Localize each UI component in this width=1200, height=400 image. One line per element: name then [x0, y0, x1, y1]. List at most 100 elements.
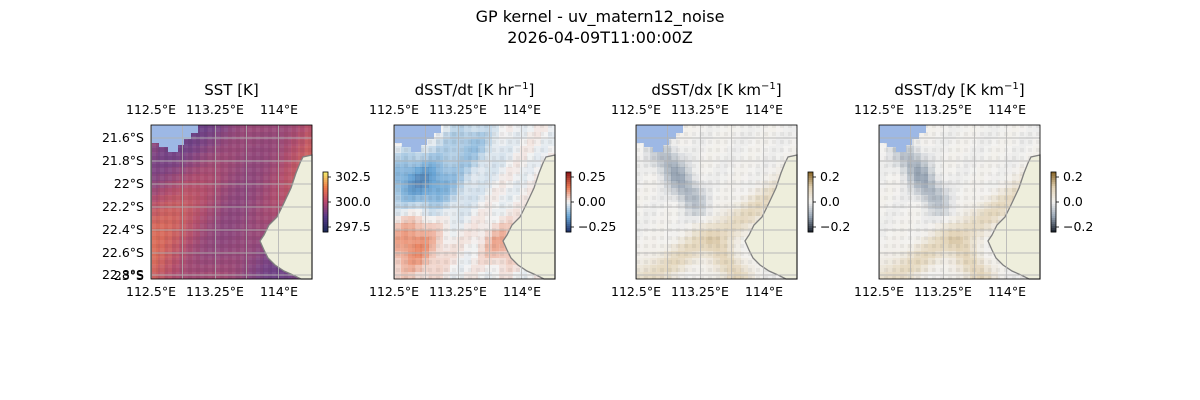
colorbar-segment: [1051, 214, 1056, 217]
panel-title: dSST/dy [K km−1]: [894, 81, 1024, 99]
colorbar-segment: [1051, 212, 1056, 215]
colorbar-tick-label: 0.0: [1063, 194, 1083, 209]
colorbar-segment: [566, 226, 571, 229]
colorbar-segment: [323, 218, 328, 221]
colorbar-segment: [566, 196, 571, 199]
x-tick-label-top: 113.25°E: [429, 102, 487, 117]
colorbar-tick-label: 297.5: [335, 219, 371, 234]
colorbar-segment: [808, 214, 813, 217]
colorbar-segment: [808, 172, 813, 175]
colorbar-segment: [323, 212, 328, 215]
colorbar-segment: [323, 204, 328, 207]
x-tick-label-top: 113.25°E: [914, 102, 972, 117]
colorbar-segment: [323, 206, 328, 209]
y-tick-label: 22.4°S: [102, 222, 144, 237]
colorbar-segment: [1051, 218, 1056, 221]
colorbar-segment: [566, 178, 571, 181]
x-tick-label-bottom: 114°E: [260, 284, 298, 299]
colorbar-segment: [808, 192, 813, 195]
no-data-mask: [879, 125, 926, 152]
axes-frame: [150, 124, 313, 280]
colorbar-segment: [323, 216, 328, 219]
colorbar-segment: [566, 208, 571, 211]
colorbar-tick-label: −0.2: [820, 219, 850, 234]
panel-title-text: dSST/dy [K km: [894, 81, 1004, 99]
colorbar-segment: [1051, 172, 1056, 175]
no-data-mask: [394, 125, 441, 152]
x-tick-label-top: 112.5°E: [126, 102, 176, 117]
panel-1: SST [K] 112.5°E 112.5°E 113.25°E 113.25°E 114…: [102, 81, 371, 299]
x-tick-label-top: 113.25°E: [671, 102, 729, 117]
colorbar-segment: [566, 214, 571, 217]
colorbar-segment: [808, 190, 813, 193]
axes-frame: [393, 124, 556, 280]
panel-2: dSST/dt [K hr−1] 112.5°E 112.5°E 113.25°E 11…: [369, 81, 616, 299]
colorbar-segment: [808, 230, 813, 233]
figure-title: GP kernel - uv_matern12_noise: [476, 7, 725, 27]
x-tick-label-bottom: 113.25°E: [186, 284, 244, 299]
colorbar-segment: [808, 226, 813, 229]
colorbar-segment: [1051, 188, 1056, 191]
panel-title-end: ]: [1019, 81, 1025, 99]
colorbar-segment: [323, 202, 328, 205]
colorbar-segment: [566, 212, 571, 215]
x-tick-label-bottom: 113.25°E: [671, 284, 729, 299]
colorbar-segment: [323, 190, 328, 193]
colorbar-segment: [566, 176, 571, 179]
colorbar-segment: [1051, 220, 1056, 223]
colorbar-segment: [566, 222, 571, 225]
colorbar-segment: [566, 224, 571, 227]
y-tick-label: 22.2°S: [102, 199, 144, 214]
colorbar-segment: [323, 220, 328, 223]
colorbar-segment: [323, 176, 328, 179]
colorbar-segment: [566, 200, 571, 203]
colorbar-segment: [566, 186, 571, 189]
colorbar-segment: [808, 206, 813, 209]
colorbar: 302.5 300.0 297.5: [322, 169, 371, 234]
colorbar-segment: [808, 202, 813, 205]
colorbar-segment: [808, 212, 813, 215]
colorbar-segment: [808, 210, 813, 213]
colorbar-segment: [323, 184, 328, 187]
panel-title: SST [K]: [204, 81, 259, 99]
x-tick-label-top: 112.5°E: [611, 102, 661, 117]
panel-title-superscript: −1: [514, 81, 529, 92]
colorbar-segment: [566, 216, 571, 219]
colorbar-segment: [1051, 182, 1056, 185]
y-tick-label: 21.8°S: [102, 153, 144, 168]
colorbar-segment: [1051, 186, 1056, 189]
colorbar-segment: [566, 192, 571, 195]
x-tick-label-bottom: 114°E: [745, 284, 783, 299]
colorbar-segment: [1051, 200, 1056, 203]
colorbar-segment: [808, 200, 813, 203]
panel-title-text: dSST/dx [K km: [651, 81, 761, 99]
colorbar-segment: [1051, 228, 1056, 231]
colorbar-segment: [566, 202, 571, 205]
x-tick-label-top: 114°E: [503, 102, 541, 117]
colorbar-segment: [1051, 202, 1056, 205]
panel-title-text: SST [K]: [204, 81, 259, 99]
gridlines: [151, 125, 312, 279]
colorbar-segment: [808, 182, 813, 185]
colorbar-segment: [808, 186, 813, 189]
colorbar-segment: [808, 188, 813, 191]
land-mass: [502, 154, 556, 280]
colorbar-segment: [566, 228, 571, 231]
colorbar-segment: [323, 214, 328, 217]
colorbar-segment: [323, 222, 328, 225]
colorbar-segment: [566, 184, 571, 187]
gridlines: [636, 125, 797, 279]
colorbar-segment: [566, 180, 571, 183]
colorbar-tick-label: 0.00: [578, 194, 606, 209]
panel-title-superscript: −1: [1004, 81, 1019, 92]
colorbar-segment: [1051, 190, 1056, 193]
colorbar-segment: [566, 230, 571, 233]
colorbar-segment: [1051, 198, 1056, 201]
colorbar-segment: [323, 210, 328, 213]
colorbar-segment: [808, 222, 813, 225]
colorbar-segment: [1051, 192, 1056, 195]
colorbar-segment: [808, 198, 813, 201]
colorbar-segment: [323, 182, 328, 185]
axes-frame: [635, 124, 798, 280]
x-tick-label-top: 112.5°E: [369, 102, 419, 117]
